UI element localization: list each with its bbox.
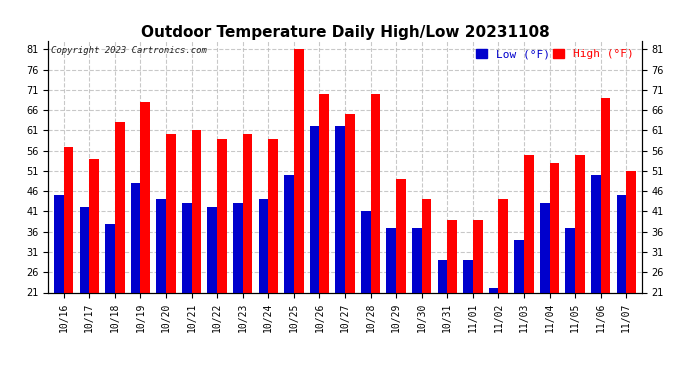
Bar [396,179,406,292]
Bar [498,199,508,292]
Bar [473,219,482,292]
Bar [79,207,89,292]
Bar [437,260,447,292]
Bar [601,98,611,292]
Bar [524,155,534,292]
Bar [371,94,380,292]
Bar [550,163,560,292]
Text: Copyright 2023 Cartronics.com: Copyright 2023 Cartronics.com [51,46,207,55]
Bar [233,203,243,292]
Legend: Low (°F), High (°F): Low (°F), High (°F) [473,47,636,62]
Bar [54,195,63,292]
Bar [268,138,278,292]
Bar [575,155,585,292]
Bar [345,114,355,292]
Bar [284,175,294,292]
Bar [566,228,575,292]
Bar [412,228,422,292]
Bar [514,240,524,292]
Bar [319,94,329,292]
Bar [259,199,268,292]
Bar [591,175,601,292]
Bar [310,126,319,292]
Bar [217,138,227,292]
Bar [335,126,345,292]
Title: Outdoor Temperature Daily High/Low 20231108: Outdoor Temperature Daily High/Low 20231… [141,25,549,40]
Bar [208,207,217,292]
Bar [105,224,115,292]
Bar [447,219,457,292]
Bar [166,135,176,292]
Bar [182,203,192,292]
Bar [294,50,304,292]
Bar [463,260,473,292]
Bar [89,159,99,292]
Bar [422,199,431,292]
Bar [140,102,150,292]
Bar [386,228,396,292]
Bar [156,199,166,292]
Bar [115,122,124,292]
Bar [489,288,498,292]
Bar [627,171,636,292]
Bar [63,147,73,292]
Bar [192,130,201,292]
Bar [243,135,253,292]
Bar [130,183,140,292]
Bar [617,195,627,292]
Bar [540,203,550,292]
Bar [361,211,371,292]
